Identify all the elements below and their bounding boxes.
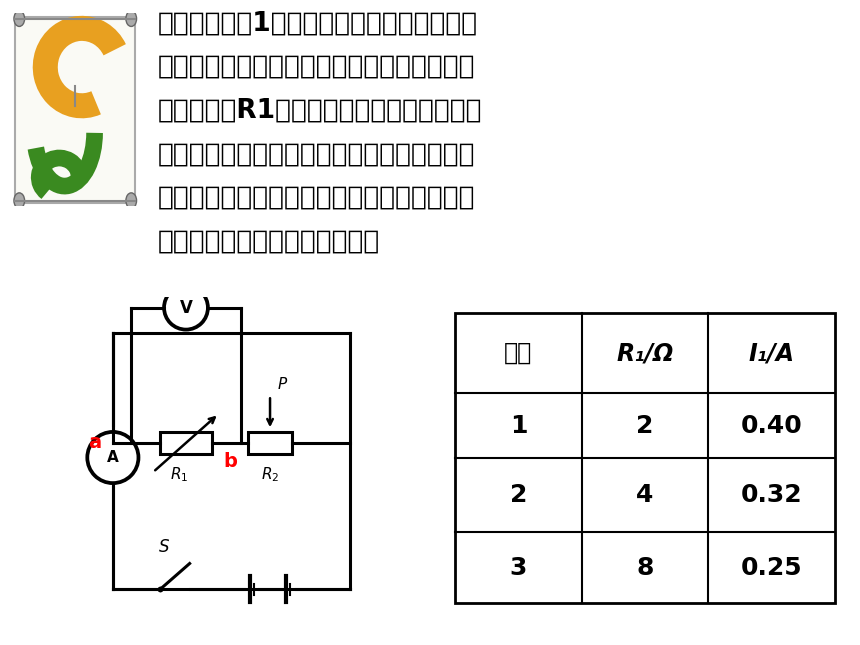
Circle shape [164, 286, 208, 330]
Text: 之间是否存在反比关系，若与欧姆定律内容不: 之间是否存在反比关系，若与欧姆定律内容不 [157, 185, 475, 211]
Text: 某同学按如图1所示电路研究通过导体的电流: 某同学按如图1所示电路研究通过导体的电流 [157, 10, 477, 36]
Text: $S$: $S$ [158, 538, 170, 556]
Text: 0.32: 0.32 [740, 483, 802, 507]
Text: $R_2$: $R_2$ [261, 465, 280, 484]
Circle shape [14, 11, 25, 26]
FancyBboxPatch shape [15, 17, 135, 203]
Circle shape [126, 193, 137, 208]
Circle shape [14, 193, 25, 208]
Text: V: V [180, 299, 193, 317]
Text: 1: 1 [510, 413, 527, 438]
Text: 次数: 次数 [504, 341, 532, 365]
Text: 2: 2 [636, 413, 654, 438]
Bar [161, 432, 212, 454]
Text: R₁/Ω: R₁/Ω [617, 341, 673, 365]
Text: $P$: $P$ [277, 376, 288, 392]
Text: I₁/A: I₁/A [748, 341, 795, 365]
Text: 0.40: 0.40 [740, 413, 802, 438]
Text: 与导体电阻的关系，电源电压不变，他不断的: 与导体电阻的关系，电源电压不变，他不断的 [157, 54, 475, 80]
Text: a: a [88, 433, 101, 452]
Bar [455, 313, 835, 603]
Text: 改变电阻箱R1的阻值，测得相应的电流如下: 改变电阻箱R1的阻值，测得相应的电流如下 [157, 97, 482, 124]
Circle shape [88, 432, 138, 483]
Text: 4: 4 [636, 483, 654, 507]
Text: 符，试分析造成此问题的原因．: 符，试分析造成此问题的原因． [157, 229, 380, 255]
Text: b: b [223, 451, 237, 471]
Text: A: A [107, 450, 119, 465]
Circle shape [126, 11, 137, 26]
Text: $R_1$: $R_1$ [169, 465, 187, 484]
Bar [249, 432, 292, 454]
Text: 8: 8 [636, 555, 654, 580]
Text: 3: 3 [510, 555, 527, 580]
Text: 表．试根据表中的数据分析，判断电流与电阻: 表．试根据表中的数据分析，判断电流与电阻 [157, 141, 475, 167]
Text: 0.25: 0.25 [740, 555, 802, 580]
Text: 2: 2 [510, 483, 527, 507]
